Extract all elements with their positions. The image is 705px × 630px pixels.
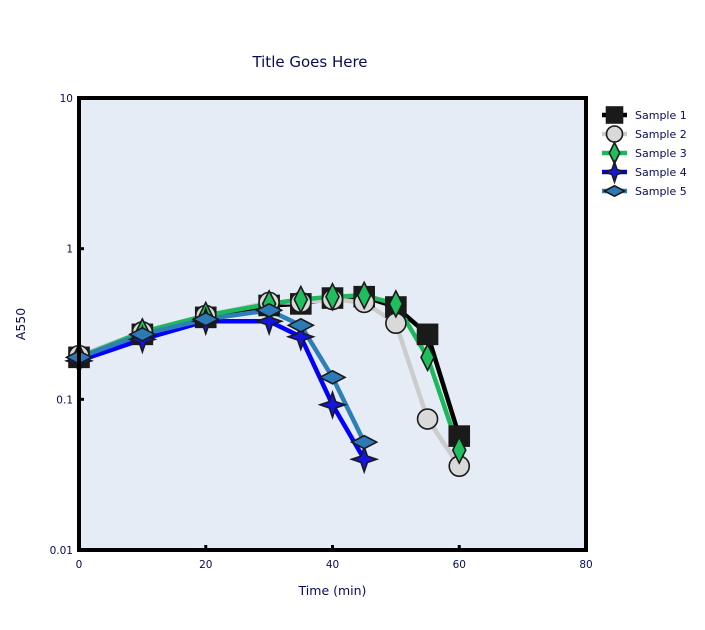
- data-point: [318, 369, 347, 385]
- series-line: [76, 293, 462, 453]
- legend-marker: [602, 184, 627, 198]
- legend-item[interactable]: Sample 4: [602, 159, 687, 185]
- y-tick-label: 0.01: [50, 545, 73, 557]
- series-3: [76, 293, 462, 453]
- legend-label: Sample 3: [635, 147, 687, 160]
- legend-marker: [602, 159, 627, 185]
- data-point: [286, 317, 316, 333]
- data-point: [451, 435, 467, 465]
- x-tick-label: 40: [326, 559, 339, 571]
- data-point: [254, 306, 285, 337]
- x-tick-label: 20: [199, 559, 212, 571]
- data-point: [285, 321, 316, 352]
- data-point: [293, 284, 309, 315]
- legend-marker: [605, 106, 624, 124]
- data-point: [356, 280, 372, 311]
- legend-label: Sample 4: [635, 166, 687, 179]
- x-axis-label: Time (min): [298, 583, 367, 598]
- data-point: [388, 289, 404, 319]
- y-tick-label: 1: [66, 244, 73, 256]
- x-tick-label: 0: [76, 559, 83, 571]
- legend-label: Sample 5: [635, 185, 687, 198]
- y-axis-label: A550: [13, 308, 28, 340]
- plot-area: [79, 98, 586, 550]
- data-point: [349, 444, 380, 475]
- series-5-points: [64, 302, 379, 450]
- data-point: [191, 311, 220, 327]
- legend-label: Sample 1: [635, 109, 687, 122]
- data-point: [416, 323, 439, 346]
- data-point: [349, 434, 379, 450]
- data-point: [416, 408, 439, 430]
- legend-item[interactable]: Sample 2: [602, 125, 687, 143]
- legend[interactable]: Sample 1 Sample 2 Sample 3 Sample 4 Sample 5: [602, 106, 687, 198]
- legend-item[interactable]: Sample 3: [602, 140, 687, 166]
- legend-item[interactable]: Sample 5: [602, 184, 687, 198]
- chart-title: Title Goes Here: [251, 53, 367, 71]
- data-point: [317, 389, 348, 420]
- x-tick-label: 80: [579, 559, 592, 571]
- data-point: [128, 326, 157, 342]
- x-tick-label: 60: [453, 559, 466, 571]
- y-tick-label: 10: [60, 93, 73, 105]
- legend-marker: [605, 125, 624, 143]
- y-tick-label: 0.1: [56, 394, 73, 406]
- data-point: [254, 302, 284, 318]
- data-point: [420, 342, 435, 373]
- data-point: [325, 281, 340, 312]
- legend-item[interactable]: Sample 1: [602, 106, 687, 124]
- legend-label: Sample 2: [635, 128, 687, 141]
